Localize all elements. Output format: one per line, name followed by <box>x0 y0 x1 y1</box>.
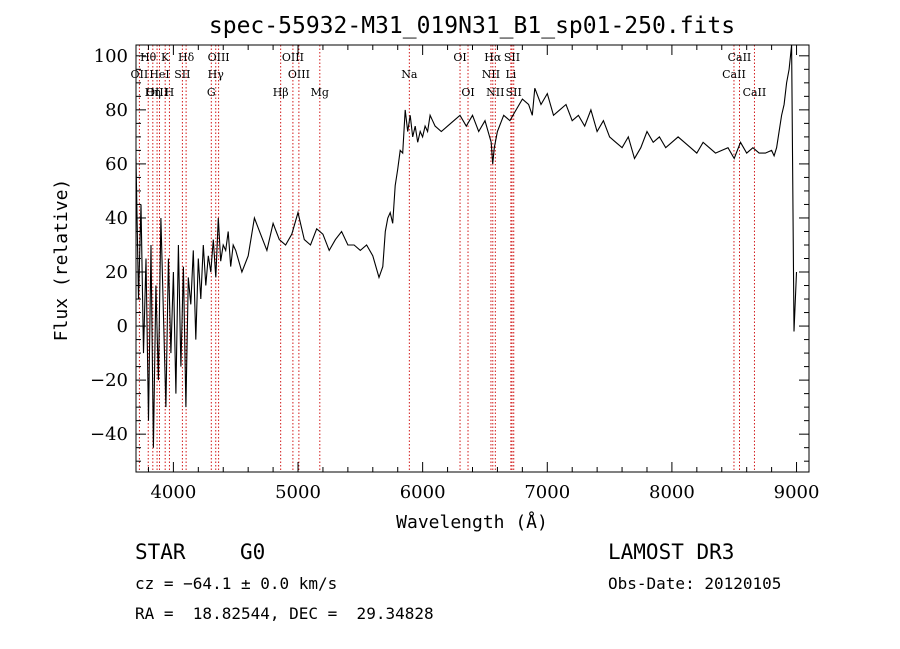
line-marker-label: OIII <box>282 51 304 64</box>
y-tick-label: 60 <box>105 154 128 175</box>
line-marker-label: Hθ <box>140 51 157 64</box>
line-marker-label: G <box>207 86 216 99</box>
x-tick-label: 6000 <box>400 482 446 503</box>
y-tick-label: 100 <box>94 46 128 67</box>
line-marker-label: H <box>165 86 175 99</box>
x-tick-label: 9000 <box>774 482 820 503</box>
x-tick-label: 7000 <box>524 482 570 503</box>
line-marker-label: CaII <box>743 86 767 99</box>
y-axis-tick-labels: −40 −20 0 20 40 60 80 100 <box>90 46 128 445</box>
line-marker-label: Hα <box>484 51 502 64</box>
x-tick-label: 5000 <box>275 482 321 503</box>
x-axis-label: Wavelength (Å) <box>396 511 548 533</box>
line-marker-label: OI <box>461 86 474 99</box>
line-marker-label: Hδ <box>178 51 195 64</box>
redshift-velocity: cz = −64.1 ± 0.0 km/s <box>135 574 338 593</box>
y-axis-label: Flux (relative) <box>51 179 72 342</box>
line-marker-label: CaII <box>728 51 752 64</box>
line-marker-label: OIII <box>146 86 168 99</box>
line-marker-label: Hγ <box>208 68 225 81</box>
object-class: STAR <box>135 540 186 564</box>
line-marker-label: SII <box>174 68 190 81</box>
x-tick-label: 4000 <box>150 482 196 503</box>
line-marker-label: HeI <box>149 68 169 81</box>
observation-date: Obs-Date: 20120105 <box>608 574 782 593</box>
coordinates: RA = 18.82544, DEC = 29.34828 <box>135 604 434 623</box>
line-marker-label: OIII <box>208 51 230 64</box>
y-tick-label: 20 <box>105 262 128 283</box>
line-marker-label: OIII <box>288 68 310 81</box>
line-marker-label: Na <box>401 68 418 81</box>
y-tick-label: −40 <box>90 424 128 445</box>
line-marker-label: SII <box>506 86 522 99</box>
line-marker-label: Hη <box>145 86 161 99</box>
line-marker-label: OII <box>131 68 149 81</box>
y-tick-label: 80 <box>105 100 128 121</box>
chart-title: spec-55932-M31_019N31_B1_sp01-250.fits <box>209 13 735 39</box>
line-marker-label: OI <box>453 51 466 64</box>
line-marker-label: Li <box>505 68 516 81</box>
line-marker-label: NII <box>482 68 500 81</box>
line-marker-label: Mg <box>311 86 329 99</box>
spectrum-line <box>135 44 798 448</box>
line-marker-label: Hβ <box>273 86 289 99</box>
line-marker-label: NII <box>486 86 504 99</box>
object-subclass: G0 <box>240 540 266 564</box>
x-axis-ticks <box>147 45 798 472</box>
x-axis-tick-labels: 4000 5000 6000 7000 8000 9000 <box>150 482 819 503</box>
plot-frame <box>135 44 810 473</box>
line-marker-label: CaII <box>722 68 746 81</box>
line-markers <box>138 45 755 472</box>
x-tick-label: 8000 <box>649 482 695 503</box>
y-tick-label: 40 <box>105 208 128 229</box>
survey-name: LAMOST DR3 <box>608 540 735 564</box>
y-tick-label: 0 <box>117 316 128 337</box>
line-marker-label: SII <box>504 51 520 64</box>
line-marker-label: K <box>161 51 170 64</box>
y-tick-label: −20 <box>90 370 128 391</box>
y-axis-ticks <box>136 55 809 462</box>
